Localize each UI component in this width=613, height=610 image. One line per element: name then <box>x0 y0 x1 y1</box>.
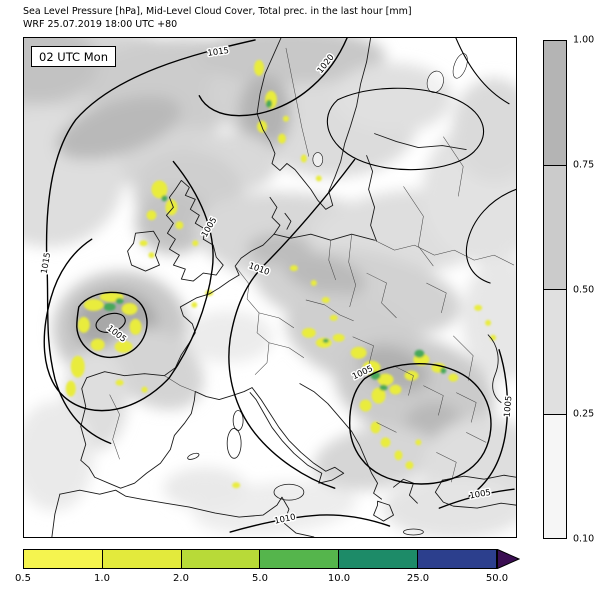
map-area: 02 UTC Mon <box>23 37 517 538</box>
anatolia-north-coastline <box>441 474 516 481</box>
europe-weather-map: 1015 1020 1015 1005 1010 1005 1005 1005 … <box>24 38 516 537</box>
contour-1005-balkan-loop <box>348 363 492 485</box>
lake-vanern <box>312 152 324 167</box>
precip-colorbar-tick: 5.0 <box>252 573 268 584</box>
black-sea-coastline <box>487 334 502 403</box>
crete-island <box>403 528 424 536</box>
cloud-cover-colorbar <box>543 40 567 539</box>
cloud-colorbar-tick: 0.75 <box>573 159 595 171</box>
contour-1005-southeast <box>438 488 515 509</box>
north-sea-channel-biscay-coastline <box>163 233 275 377</box>
cloud-colorbar-segment <box>544 290 566 415</box>
contour-high-loop <box>326 87 484 171</box>
balearic-island <box>187 452 200 460</box>
baltic-south-coastline <box>273 233 376 241</box>
contour-low-inner-ring <box>95 312 126 333</box>
morocco-west-coastline <box>51 493 61 537</box>
lake-ladoga <box>426 70 444 93</box>
precip-colorbar-overflow-arrow <box>497 549 520 569</box>
contour-east-curve <box>465 188 516 284</box>
lake-onega <box>452 53 468 79</box>
adriatic-balkan-coastline <box>299 383 382 500</box>
contour-1010-central <box>228 158 356 489</box>
contour-1020-north <box>198 38 348 117</box>
contour-northeast-descender <box>455 38 510 105</box>
denmark-coastline <box>269 196 292 235</box>
precip-colorbar-tick: 0.5 <box>15 573 31 584</box>
precip-colorbar-tick: 1.0 <box>94 573 110 584</box>
sicily-island <box>273 483 305 501</box>
cloud-colorbar-tick: 1.00 <box>573 34 595 46</box>
pressure-contours-layer <box>43 38 516 533</box>
corsica-island <box>232 410 244 431</box>
country-borders-layer <box>109 47 515 483</box>
precip-colorbar-segment <box>102 550 182 568</box>
cloud-colorbar-segment <box>544 41 566 166</box>
peloponnese-coastline <box>373 500 394 522</box>
sardinia-island <box>226 428 242 459</box>
contour-label: 1005 <box>502 395 514 417</box>
north-africa-coastline <box>59 489 315 537</box>
cloud-colorbar-segment <box>544 165 566 290</box>
precip-colorbar-segment <box>260 550 340 568</box>
contour-1010-south <box>229 514 391 533</box>
contour-1005-east-edge <box>468 349 509 497</box>
precip-colorbar-segment <box>418 550 496 568</box>
precip-colorbar-tick: 50.0 <box>485 573 509 584</box>
precip-colorbar-tick: 10.0 <box>327 573 351 584</box>
precip-colorbar-segment <box>339 550 419 568</box>
iberia-coastline <box>80 371 196 489</box>
cloud-colorbar-tick: 0.50 <box>573 284 595 296</box>
precip-colorbar-segment <box>24 550 103 568</box>
contour-low-middle-ring <box>76 291 148 358</box>
french-med-coastline <box>194 387 253 400</box>
overflow-arrow-shape <box>497 549 520 569</box>
cloud-shading-layer <box>24 38 516 537</box>
uk-coastline <box>165 179 224 282</box>
baltic-east-coastline <box>366 155 378 242</box>
contour-label: 1015 <box>39 252 53 275</box>
cloud-colorbar-tick: 0.10 <box>573 533 595 545</box>
figure-title: Sea Level Pressure [hPa], Mid-Level Clou… <box>23 6 412 17</box>
figure-subtitle: WRF 25.07.2019 18:00 UTC +80 <box>23 18 178 30</box>
cloud-colorbar-tick: 0.25 <box>573 408 595 420</box>
contour-1005-outer-low <box>43 160 214 412</box>
timestamp-box: 02 UTC Mon <box>31 46 116 68</box>
contour-label: 1015 <box>207 45 230 58</box>
italy-coastline <box>249 387 345 484</box>
timestamp-label: 02 UTC Mon <box>39 49 108 64</box>
precipitation-layer <box>65 59 497 489</box>
precip-colorbar-tick: 25.0 <box>406 573 430 584</box>
ireland-coastline <box>127 230 160 272</box>
precip-colorbar-segment <box>181 550 261 568</box>
precipitation-colorbar <box>23 549 497 569</box>
cloud-colorbar-segment <box>544 414 566 538</box>
anatolia-west-coastline <box>434 479 516 509</box>
scandinavia-coastline <box>256 38 372 210</box>
precip-colorbar-tick: 2.0 <box>173 573 189 584</box>
